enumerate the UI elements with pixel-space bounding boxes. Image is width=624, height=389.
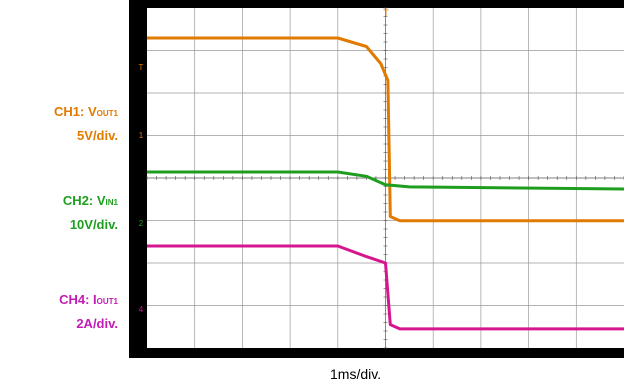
ch4-label-sub: OUT1 xyxy=(96,297,118,306)
ch4-label-prefix: CH4: I xyxy=(59,292,97,307)
ch2-scale-text: 10V/div. xyxy=(69,217,118,232)
ch2-label-sub: IN1 xyxy=(105,198,118,207)
traces xyxy=(147,36,624,331)
ch2-trace xyxy=(147,170,624,191)
x-axis-label: 1ms/div. xyxy=(330,366,382,382)
ch4-scale: 2A/div. xyxy=(33,316,118,331)
trigger-level-marker: T xyxy=(139,63,144,72)
ch4-trace xyxy=(147,244,624,331)
ch2-scale: 10V/div. xyxy=(33,217,118,232)
ch2-ground-marker: 2 xyxy=(139,219,144,228)
ch1-trace xyxy=(147,36,624,223)
ch2-label: CH2: VIN1 xyxy=(33,193,118,210)
trigger-position-marker: T xyxy=(383,8,389,18)
ch1-scale-text: 5V/div. xyxy=(77,128,118,143)
ch1-label: CH1: VOUT1 xyxy=(33,104,118,121)
ch4-ground-marker: 4 xyxy=(139,305,144,314)
ch1-scale: 5V/div. xyxy=(33,128,118,143)
ch1-ground-marker: 1 xyxy=(139,131,144,140)
ch2-label-prefix: CH2: V xyxy=(62,193,106,208)
channel-markers: T T 1 2 4 xyxy=(139,8,390,314)
ch4-label: CH4: IOUT1 xyxy=(33,292,118,309)
ch1-label-sub: OUT1 xyxy=(96,109,118,118)
oscilloscope-plot: T T 1 2 4 xyxy=(139,7,624,349)
oscilloscope-frame: T T 1 2 4 xyxy=(129,0,624,358)
ch1-label-prefix: CH1: V xyxy=(54,104,97,119)
ch4-scale-text: 2A/div. xyxy=(76,316,118,331)
